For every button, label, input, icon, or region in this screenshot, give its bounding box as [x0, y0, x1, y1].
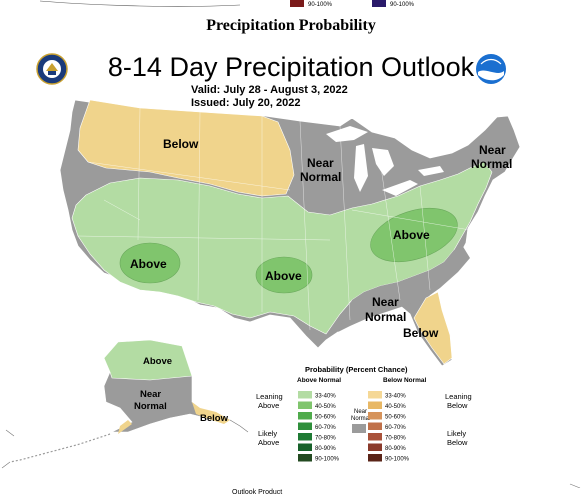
- legend-below-swatch-1: [368, 401, 382, 409]
- legend-above-range-1: 40-50%: [315, 404, 336, 410]
- above-plains-core: [255, 256, 313, 294]
- top-swatch-right: [372, 0, 386, 7]
- issued-date: Issued: July 20, 2022: [191, 97, 300, 109]
- legend-likely-above-2: Above: [258, 438, 279, 447]
- legend-above-swatch-3: [298, 422, 312, 430]
- top-swatch-left: [290, 0, 304, 7]
- label-below-southeast: Below: [403, 326, 439, 340]
- legend-leaning-below-1: Leaning: [445, 392, 472, 401]
- alaska-below-west: [118, 420, 132, 434]
- legend: Probability (Percent Chance) Above Norma…: [256, 365, 472, 463]
- label-above-southwest: Above: [130, 257, 167, 271]
- map-title: 8-14 Day Precipitation Outlook: [107, 52, 475, 82]
- label-near-ne-2: Normal: [471, 157, 512, 171]
- lake-erie: [382, 180, 418, 196]
- legend-likely-below-2: Below: [447, 438, 468, 447]
- legend-leaning-above-1: Leaning: [256, 392, 283, 401]
- legend-near-normal-1: Near: [354, 409, 367, 415]
- legend-below-swatch-0: [368, 391, 382, 399]
- legend-below-range-4: 70-80%: [385, 436, 406, 442]
- label-alaska-near-1: Near: [140, 389, 161, 400]
- state-lines: [77, 107, 471, 331]
- issued-value: July 20, 2022: [232, 97, 301, 109]
- legend-below-header: Below Normal: [383, 377, 427, 384]
- valid-value: July 28 - August 3, 2022: [223, 84, 348, 96]
- label-alaska-near-2: Normal: [134, 401, 167, 412]
- legend-likely-below-1: Likely: [447, 429, 466, 438]
- legend-above-swatch-4: [298, 433, 312, 441]
- lake-superior: [326, 126, 368, 142]
- lake-ontario: [418, 166, 444, 176]
- alaska-panhandle-coast: [229, 419, 249, 433]
- legend-leaning-above-2: Above: [258, 401, 279, 410]
- legend-below-range-0: 33-40%: [385, 394, 406, 400]
- left-edge-fragment: [1, 429, 15, 469]
- legend-above-range-2: 50-60%: [315, 415, 336, 421]
- legend-above-range-6: 90-100%: [315, 457, 340, 463]
- above-appalachia-core: [370, 207, 458, 263]
- legend-likely-above-1: Likely: [258, 429, 277, 438]
- label-alaska-above: Above: [143, 356, 172, 367]
- footer-text: Outlook Product: [232, 489, 283, 496]
- legend-above-swatch-1: [298, 401, 312, 409]
- commerce-seal-logo: [36, 53, 68, 85]
- legend-rows: 33-40% 33-40% 40-50% 40-50% 50-60% 50-60% 60-7…: [298, 391, 410, 463]
- legend-below-swatch-6: [368, 454, 382, 462]
- near-normal-south-region: [338, 245, 470, 332]
- legend-below-range-2: 50-60%: [385, 415, 406, 421]
- alaska-below-region: [192, 402, 230, 424]
- issued-label: Issued:: [191, 97, 230, 109]
- legend-below-range-1: 40-50%: [385, 404, 406, 410]
- legend-above-swatch-5: [298, 443, 312, 451]
- valid-dates: Valid: July 28 - August 3, 2022: [191, 84, 348, 96]
- right-edge-fragment: [569, 483, 581, 488]
- legend-above-range-5: 80-90%: [315, 446, 336, 452]
- page-title: Precipitation Probability: [206, 17, 376, 34]
- legend-above-range-3: 60-70%: [315, 425, 336, 431]
- above-southwest-core: [119, 242, 181, 284]
- legend-below-range-5: 80-90%: [385, 446, 406, 452]
- legend-below-swatch-4: [368, 433, 382, 441]
- legend-title: Probability (Percent Chance): [305, 365, 408, 374]
- legend-below-swatch-3: [368, 422, 382, 430]
- label-near-ne-1: Near: [479, 143, 506, 157]
- label-near-central-2: Normal: [300, 170, 341, 184]
- top-legend-fragment: 90-100% 90-100%: [39, 0, 415, 8]
- top-strip-left-label: 90-100%: [308, 2, 333, 8]
- top-strip-right-label: 90-100%: [390, 2, 415, 8]
- lake-michigan: [354, 144, 368, 192]
- legend-leaning-below-2: Below: [447, 401, 468, 410]
- legend-above-range-4: 70-80%: [315, 436, 336, 442]
- aleutian-islands: [9, 433, 111, 463]
- lake-huron: [372, 148, 394, 176]
- valid-label: Valid:: [191, 84, 221, 96]
- noaa-logo: [476, 54, 506, 84]
- label-above-plains: Above: [265, 269, 302, 283]
- legend-below-range-6: 90-100%: [385, 457, 410, 463]
- legend-near-normal-2: Normal: [351, 416, 370, 422]
- label-above-appalachia: Above: [393, 228, 430, 242]
- alaska-above-region: [103, 339, 193, 381]
- legend-above-range-0: 33-40%: [315, 394, 336, 400]
- legend-below-swatch-2: [368, 412, 382, 420]
- label-near-central-1: Near: [307, 156, 334, 170]
- legend-below-swatch-5: [368, 443, 382, 451]
- legend-above-swatch-0: [298, 391, 312, 399]
- label-near-south-1: Near: [372, 295, 399, 309]
- legend-below-range-3: 60-70%: [385, 425, 406, 431]
- label-below-north: Below: [163, 137, 199, 151]
- label-alaska-below: Below: [200, 413, 229, 424]
- below-southeast-region: [413, 291, 453, 365]
- legend-near-normal-swatch: [352, 424, 366, 433]
- legend-above-swatch-6: [298, 454, 312, 462]
- legend-above-swatch-2: [298, 412, 312, 420]
- outlook-map: Below Near Normal Near Normal Above Abov…: [1, 99, 581, 488]
- label-near-south-2: Normal: [365, 310, 406, 324]
- legend-above-header: Above Normal: [297, 377, 341, 384]
